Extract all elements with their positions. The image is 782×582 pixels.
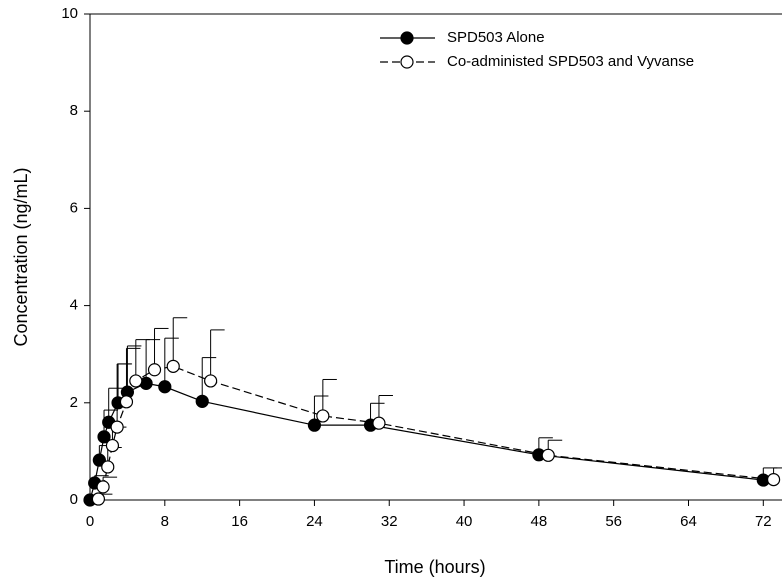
x-tick-label: 24: [306, 513, 323, 530]
data-point: [541, 448, 555, 462]
data-point: [110, 420, 124, 434]
x-tick-label: 72: [755, 513, 772, 530]
x-tick-label: 8: [161, 513, 169, 530]
data-point: [316, 409, 330, 423]
data-point: [195, 394, 209, 408]
x-tick-label: 64: [680, 513, 697, 530]
data-point: [166, 359, 180, 373]
legend-label: Co-administed SPD503 and Vyvanse: [447, 53, 694, 70]
data-point: [372, 416, 386, 430]
x-tick-label: 40: [456, 513, 473, 530]
data-point: [307, 418, 322, 432]
y-tick-label: 8: [70, 102, 78, 119]
data-point: [91, 492, 106, 506]
data-point: [105, 438, 120, 453]
y-axis-label: Concentration (ng/mL): [11, 167, 31, 346]
x-tick-label: 32: [381, 513, 398, 530]
x-tick-label: 16: [231, 513, 248, 530]
y-tick-label: 4: [70, 297, 78, 314]
x-axis-label: Time (hours): [384, 557, 485, 577]
legend-marker: [400, 55, 414, 69]
data-point: [158, 380, 172, 394]
data-point: [766, 472, 781, 487]
y-tick-label: 2: [70, 394, 78, 411]
legend-marker: [400, 31, 414, 45]
data-point: [92, 453, 106, 467]
series-line: [97, 365, 774, 500]
y-tick-label: 6: [70, 199, 78, 216]
data-point: [204, 374, 218, 388]
y-tick-label: 10: [61, 5, 78, 22]
data-point: [129, 374, 143, 388]
x-tick-label: 48: [531, 513, 548, 530]
y-tick-label: 0: [70, 491, 78, 508]
data-point: [96, 480, 110, 494]
x-tick-label: 56: [605, 513, 622, 530]
data-point: [97, 430, 111, 444]
data-point: [147, 363, 162, 377]
series-line: [89, 382, 764, 501]
data-point: [119, 395, 134, 409]
data-point: [101, 460, 115, 474]
plot-frame: [89, 13, 782, 501]
x-tick-label: 0: [86, 513, 94, 530]
legend-label: SPD503 Alone: [447, 29, 545, 46]
